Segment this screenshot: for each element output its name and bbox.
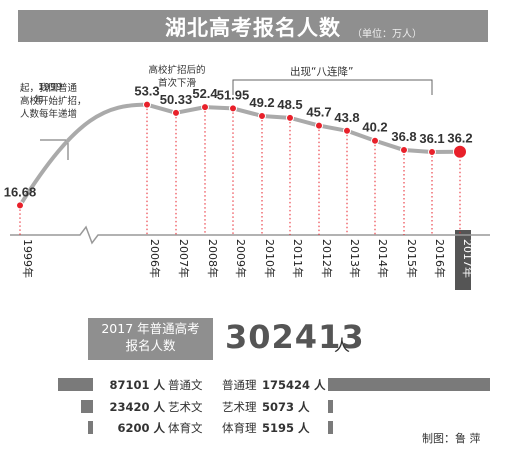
- x-tick-label-2008年: 2008年: [206, 239, 220, 278]
- x-tick-label-2014年: 2014年: [376, 239, 390, 278]
- x-tick-label-2007年: 2007年: [177, 239, 191, 278]
- x-tick-label-2006年: 2006年: [148, 239, 162, 278]
- category-right-1: 艺术理: [222, 400, 257, 414]
- count-right-2: 5195 人: [262, 421, 310, 435]
- value-label-2011年: 48.5: [277, 97, 302, 112]
- x-tick-label-2016年: 2016年: [433, 239, 447, 278]
- data-point-2008年: [201, 103, 209, 112]
- annotation-left: 起，我国普通 高校开始扩招， 人数每年递增: [20, 83, 87, 120]
- year-2017-highlight: [455, 230, 471, 290]
- credit: 制图：鲁 萍: [422, 432, 481, 445]
- value-label-2013年: 43.8: [334, 110, 359, 125]
- unit-label: （单位：万人）: [352, 29, 422, 40]
- bar-right-2: [328, 421, 333, 434]
- x-tick-label-2011年: 2011年: [291, 239, 305, 278]
- total-count: 302413: [225, 318, 365, 356]
- value-label-2008年: 52.4: [192, 86, 218, 101]
- summary-label: 2017 年普通高考 报名人数: [101, 321, 200, 353]
- annotation-peak: 高校扩招后的 首次下滑: [148, 65, 206, 89]
- x-axis-line: [10, 225, 490, 245]
- annotation-decline: 出现“八连降”: [290, 66, 354, 78]
- value-label-2006年: 53.3: [134, 84, 159, 99]
- bar-left-1: [81, 400, 93, 413]
- data-point-2011年: [286, 113, 294, 122]
- bar-right-0: [328, 378, 490, 391]
- x-tick-label-2013年: 2013年: [348, 239, 362, 278]
- bar-left-0: [58, 378, 93, 391]
- data-point-2006年: [143, 100, 151, 109]
- annotation-1999: 1999 年: [20, 68, 62, 107]
- title-bar: [18, 10, 488, 42]
- data-point-2016年: [428, 147, 436, 156]
- category-right-0: 普通理: [222, 378, 257, 392]
- data-point-2017年: [453, 144, 467, 159]
- count-right-0: 175424 人: [262, 378, 326, 392]
- x-tick-label-2010年: 2010年: [263, 239, 277, 278]
- category-left-2: 体育文: [168, 421, 203, 435]
- data-point-2010年: [258, 111, 266, 120]
- value-label-2016年: 36.1: [419, 131, 444, 146]
- data-point-2012年: [315, 121, 323, 130]
- count-left-1: 23420 人: [109, 400, 165, 414]
- total-unit: 人: [334, 336, 351, 355]
- bar-left-2: [87, 421, 93, 434]
- count-right-1: 5073 人: [262, 400, 310, 414]
- count-left-2: 6200 人: [117, 421, 165, 435]
- value-label-2009年: 51.95: [217, 87, 250, 102]
- series-line: [18, 102, 461, 207]
- x-tick-label-1999年: 1999年: [21, 239, 35, 278]
- category-left-0: 普通文: [168, 378, 203, 392]
- x-tick-label-2009年: 2009年: [234, 239, 248, 278]
- data-point-2014年: [371, 136, 379, 145]
- annotation-1999-year: 1999: [38, 82, 63, 93]
- x-tick-label-2012年: 2012年: [320, 239, 334, 278]
- summary-box: [88, 318, 213, 360]
- data-point-2013年: [343, 126, 351, 135]
- annotation-1999-suffix: 年: [34, 95, 44, 106]
- count-left-0: 87101 人: [109, 378, 165, 392]
- data-point-1999年: [16, 201, 24, 210]
- x-tick-label-2017年: 2017年: [461, 239, 475, 278]
- value-label-2017年: 36.2: [447, 131, 472, 146]
- value-label-1999年: 16.68: [4, 184, 37, 199]
- chart-title: 湖北高考报名人数: [165, 16, 341, 40]
- decline-bracket: [232, 79, 433, 95]
- data-point-2009年: [229, 104, 237, 113]
- data-point-2007年: [172, 108, 180, 117]
- value-label-2010年: 49.2: [249, 95, 274, 110]
- bar-right-1: [328, 400, 333, 413]
- data-point-2015年: [400, 146, 408, 155]
- category-left-1: 艺术文: [168, 400, 203, 414]
- value-label-2014年: 40.2: [362, 120, 387, 135]
- value-label-2012年: 45.7: [306, 105, 331, 120]
- x-tick-label-2015年: 2015年: [405, 239, 419, 278]
- category-right-2: 体育理: [222, 421, 257, 435]
- value-label-2007年: 50.33: [160, 92, 193, 107]
- value-label-2015年: 36.8: [391, 129, 416, 144]
